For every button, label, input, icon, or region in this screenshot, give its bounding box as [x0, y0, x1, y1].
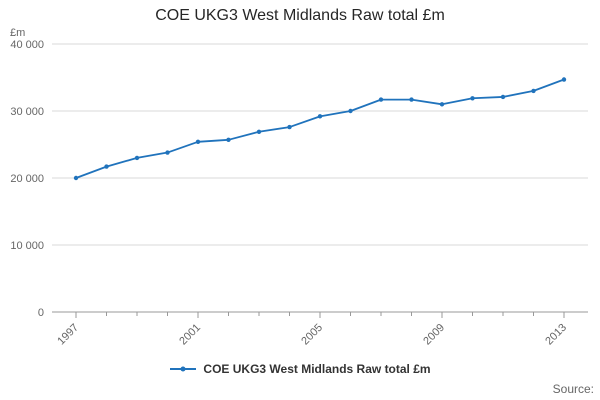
svg-text:1997: 1997 — [55, 322, 81, 348]
chart-title: COE UKG3 West Midlands Raw total £m — [155, 7, 445, 24]
svg-text:2005: 2005 — [299, 322, 325, 348]
legend-label: COE UKG3 West Midlands Raw total £m — [203, 362, 431, 376]
svg-text:2013: 2013 — [543, 322, 569, 348]
source-label: Source: — [552, 382, 594, 396]
svg-text:10 000: 10 000 — [10, 240, 44, 252]
svg-text:2009: 2009 — [421, 322, 447, 348]
svg-text:2001: 2001 — [177, 322, 203, 348]
legend: COE UKG3 West Midlands Raw total £m — [0, 362, 600, 376]
legend-line-marker-icon — [170, 366, 197, 372]
svg-text:30 000: 30 000 — [10, 106, 44, 118]
svg-text:20 000: 20 000 — [10, 173, 44, 185]
y-axis-unit-label: £m — [10, 27, 26, 39]
svg-text:0: 0 — [38, 307, 44, 319]
svg-text:40 000: 40 000 — [10, 39, 44, 51]
